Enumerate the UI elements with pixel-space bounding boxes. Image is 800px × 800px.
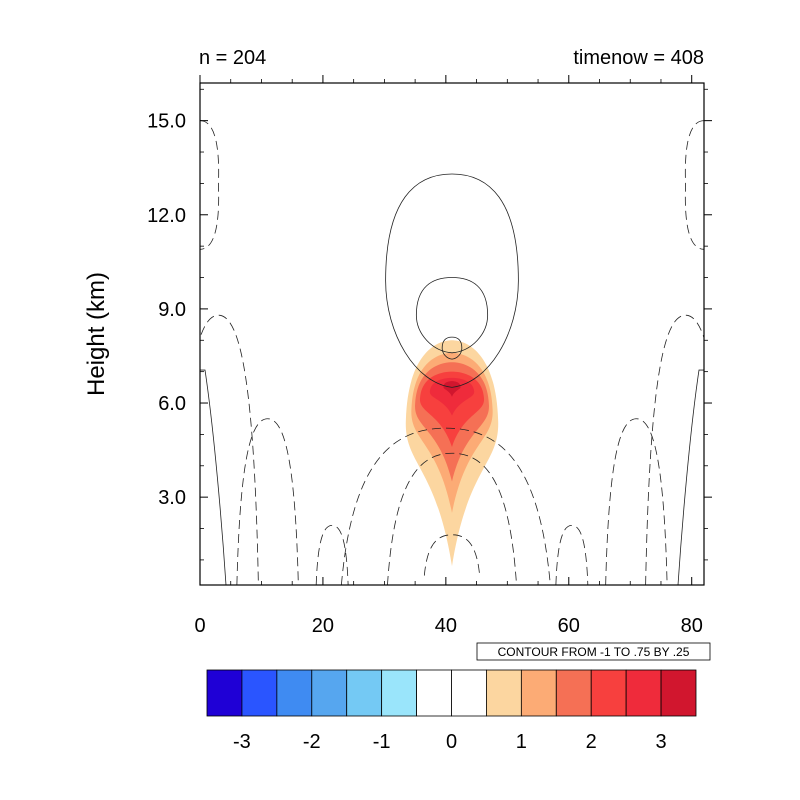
colorbar-swatch	[311, 669, 348, 717]
x-tick-label: 40	[435, 615, 457, 637]
colorbar-swatch	[346, 669, 383, 717]
x-tick-label: 20	[312, 615, 334, 637]
colorbar-swatch	[590, 669, 627, 717]
x-tick-label: 0	[194, 615, 205, 637]
colorbar-swatch	[276, 669, 313, 717]
colorbar-swatch	[416, 669, 452, 717]
colorbar-swatch	[625, 669, 662, 717]
negative-contour-4	[605, 418, 668, 585]
axis-tick-labels: 0 20 40 60 80 3.0 6.0 9.0 12.0 15.0	[147, 111, 703, 637]
negative-contour-0	[200, 314, 259, 585]
colorbar-swatch	[486, 669, 522, 717]
negative-contour-2	[315, 524, 349, 585]
x-tick-label: 60	[558, 615, 580, 637]
filled-contour-level-5	[443, 381, 461, 397]
negative-contour-5	[555, 524, 589, 585]
negative-contour-8	[423, 534, 481, 576]
negative-contour-7	[387, 452, 517, 585]
negative-contour-3	[645, 314, 704, 585]
colorbar-swatch	[206, 669, 243, 717]
negative-contour-1	[236, 418, 299, 585]
y-tick-label: 15.0	[147, 111, 186, 133]
colorbar-tick-label: 0	[446, 731, 457, 753]
contour-line-layer	[200, 120, 704, 585]
edge-lobe-left	[200, 120, 220, 250]
edge-lobe-right	[684, 120, 704, 250]
colorbar-swatch	[555, 669, 592, 717]
plot-frame	[199, 82, 705, 586]
colorbar-tick-label: 2	[586, 731, 597, 753]
edge-solid-contour-1	[677, 369, 704, 585]
y-axis-label: Height (km)	[83, 272, 110, 396]
y-tick-label: 6.0	[158, 393, 186, 415]
contour-info-text: CONTOUR FROM -1 TO .75 BY .25	[498, 645, 690, 659]
negative-contour-6	[340, 427, 551, 585]
colorbar-swatch	[520, 669, 557, 717]
edge-solid-contour-0	[200, 369, 227, 585]
positive-contour-2	[441, 336, 463, 360]
colorbar-tick-label: 1	[516, 731, 527, 753]
title-right: timenow = 408	[573, 47, 704, 69]
positive-contour-0	[385, 173, 519, 388]
y-tick-label: 3.0	[158, 487, 186, 509]
colorbar-tick-label: 3	[656, 731, 667, 753]
contour-info-box: CONTOUR FROM -1 TO .75 BY .25	[476, 642, 711, 661]
axis-ticks	[199, 75, 712, 585]
y-tick-label: 12.0	[147, 205, 186, 227]
colorbar-swatch	[451, 669, 487, 717]
colorbar: -3 -2 -1 0 1 2 3	[206, 669, 697, 753]
colorbar-tick-label: -2	[303, 731, 321, 753]
colorbar-swatch	[381, 669, 417, 717]
y-tick-label: 9.0	[158, 299, 186, 321]
title-left: n = 204	[199, 47, 266, 69]
x-tick-label: 80	[681, 615, 703, 637]
colorbar-tick-label: -1	[373, 731, 391, 753]
colorbar-swatch	[660, 669, 697, 717]
colorbar-tick-label: -3	[233, 731, 251, 753]
colorbar-swatch	[241, 669, 278, 717]
positive-contour-1	[415, 277, 489, 354]
